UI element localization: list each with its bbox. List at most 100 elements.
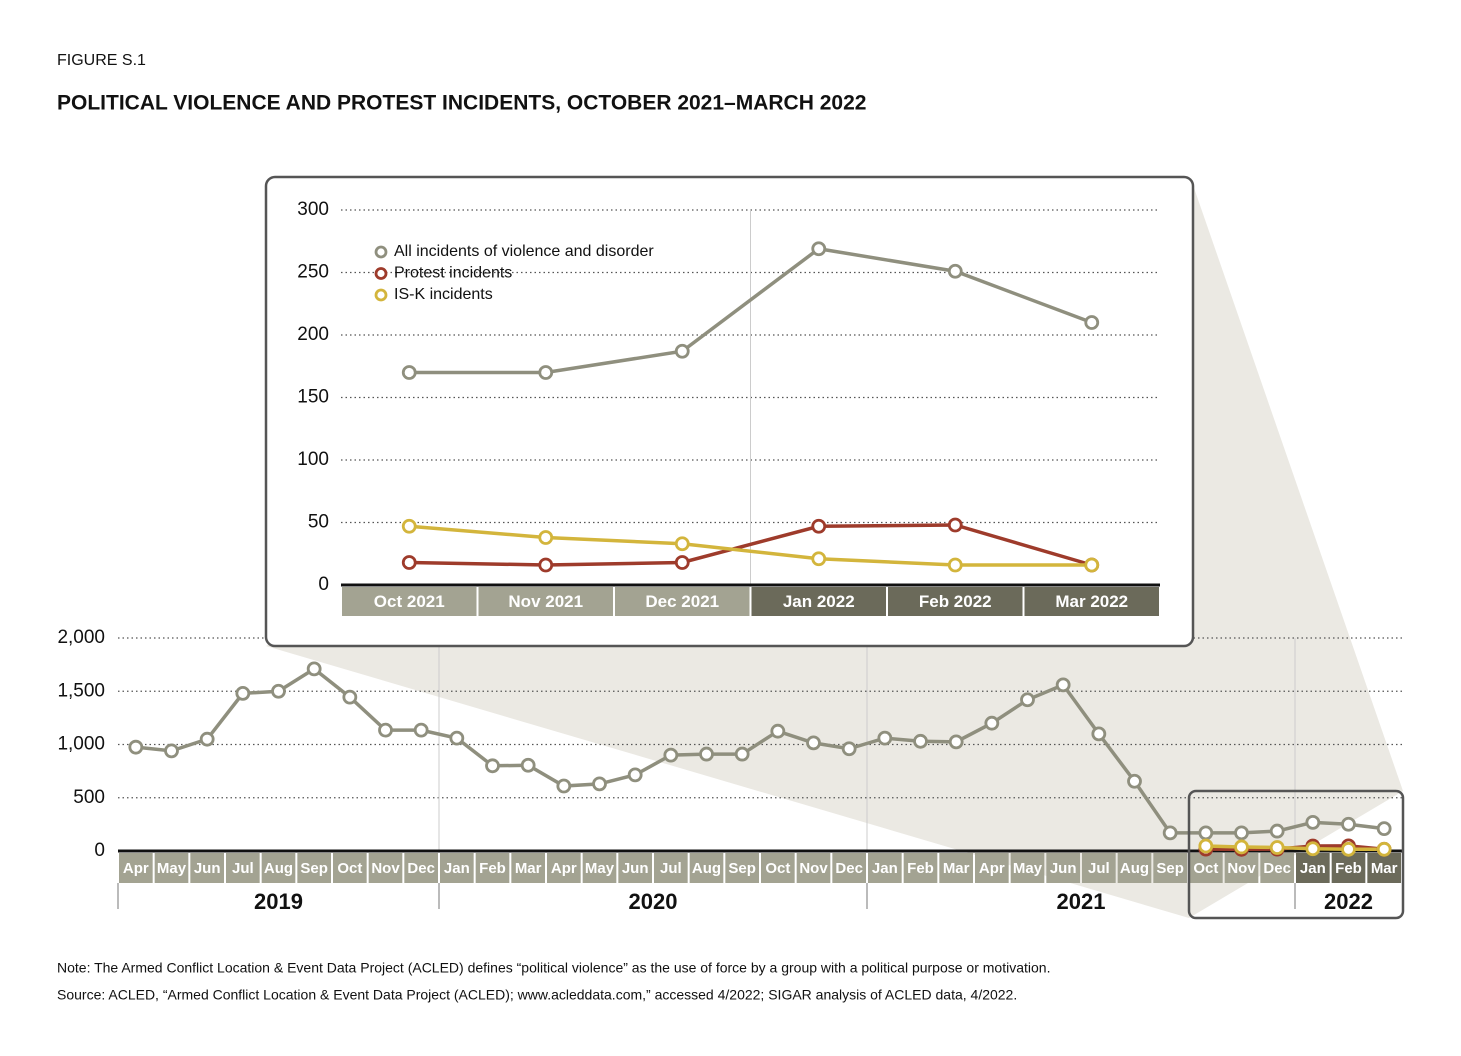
data-point <box>556 778 572 794</box>
data-point <box>674 343 690 359</box>
series-line <box>409 246 1093 375</box>
x-tick-label: Oct <box>1193 860 1218 877</box>
x-tick-label: Feb 2022 <box>919 592 992 611</box>
data-point <box>1084 315 1100 330</box>
x-category-box <box>868 853 902 883</box>
x-tick-label: Nov <box>1227 860 1256 877</box>
data-point <box>520 757 536 773</box>
x-tick-label: Sep <box>300 860 328 877</box>
x-category-box <box>654 853 688 883</box>
data-point <box>401 518 417 534</box>
data-point <box>1055 677 1071 693</box>
x-category-box <box>1260 853 1294 883</box>
data-point <box>1376 841 1392 857</box>
legend-marker <box>374 267 388 280</box>
x-tick-label: Jul <box>232 860 254 877</box>
y-tick-label: 200 <box>297 324 329 345</box>
x-tick-label: Feb <box>479 860 506 877</box>
x-tick-label: Dec <box>835 860 863 877</box>
x-tick-label: Oct <box>337 860 362 877</box>
data-point <box>1305 814 1321 830</box>
data-point <box>199 731 215 747</box>
data-point <box>1234 825 1249 841</box>
data-point <box>538 557 554 573</box>
data-point <box>806 735 821 751</box>
legend-marker <box>374 288 388 302</box>
x-tick-label: Mar 2022 <box>1055 592 1128 611</box>
data-point <box>1376 821 1392 837</box>
data-point <box>449 730 465 746</box>
y-tick-label: 1,500 <box>57 680 105 701</box>
data-point <box>1084 557 1100 573</box>
y-tick-label: 0 <box>318 574 329 595</box>
x-category-box <box>618 853 652 883</box>
note: Note: The Armed Conflict Location & Even… <box>57 960 1050 976</box>
x-category-box <box>796 853 831 883</box>
x-tick-label: Oct <box>765 860 790 877</box>
x-category-box <box>475 853 510 883</box>
data-point <box>413 722 429 738</box>
zoom-box <box>1187 789 1405 920</box>
x-category-box <box>261 853 296 883</box>
figure-label: FIGURE S.1 <box>57 52 146 69</box>
x-category-box <box>615 587 750 616</box>
data-point <box>235 685 251 701</box>
x-category-box <box>888 587 1023 616</box>
data-point <box>592 776 607 792</box>
data-point <box>913 733 928 749</box>
x-tick-label: Apr <box>979 860 1005 877</box>
x-category-box <box>689 853 724 883</box>
x-category-box <box>1046 853 1080 883</box>
x-tick-label: May <box>585 860 615 877</box>
x-tick-label: Aug <box>264 860 293 877</box>
y-tick-label: 250 <box>297 262 329 283</box>
data-point <box>947 517 963 533</box>
x-category-box <box>226 853 260 883</box>
legend-label: Protest incidents <box>394 265 512 282</box>
data-point <box>1198 825 1214 841</box>
data-point <box>1269 840 1285 855</box>
x-category-box <box>1010 853 1045 883</box>
data-point <box>699 746 714 762</box>
x-category-box <box>547 853 581 883</box>
x-category-box <box>190 853 224 883</box>
x-category-box <box>1189 853 1223 883</box>
data-point <box>811 518 827 534</box>
x-tick-label: Mar <box>515 860 542 877</box>
x-tick-label: Apr <box>123 860 149 877</box>
data-point <box>306 661 322 677</box>
x-tick-label: Feb <box>1335 860 1362 877</box>
data-point <box>401 365 417 380</box>
data-point <box>1269 823 1285 839</box>
y-tick-label: 50 <box>308 512 329 533</box>
data-point <box>378 722 393 738</box>
x-category-box <box>297 853 331 883</box>
x-tick-label: Feb <box>907 860 934 877</box>
data-point <box>1162 825 1178 841</box>
x-category-box <box>582 853 617 883</box>
y-tick-label: 0 <box>94 840 105 861</box>
x-category-box <box>832 853 866 883</box>
data-point <box>1234 839 1249 855</box>
data-point <box>538 365 554 380</box>
data-point <box>841 741 857 757</box>
data-point <box>948 734 964 750</box>
x-category-box <box>368 853 403 883</box>
data-point <box>811 241 827 257</box>
x-tick-label: Jan <box>872 860 898 877</box>
x-category-box <box>903 853 938 883</box>
data-point <box>485 758 500 774</box>
x-tick-label: Mar <box>943 860 970 877</box>
x-category-box <box>1117 853 1152 883</box>
y-tick-label: 1,000 <box>57 734 105 755</box>
data-point <box>342 689 358 705</box>
x-category-box <box>154 853 189 883</box>
series-line <box>409 523 1093 567</box>
year-label: 2019 <box>254 889 303 914</box>
x-tick-label: Nov <box>371 860 400 877</box>
x-category-box <box>761 853 795 883</box>
data-point <box>1091 726 1107 742</box>
x-category-box <box>975 853 1009 883</box>
figure-title: POLITICAL VIOLENCE AND PROTEST INCIDENTS… <box>57 92 866 115</box>
data-point <box>1198 838 1214 854</box>
